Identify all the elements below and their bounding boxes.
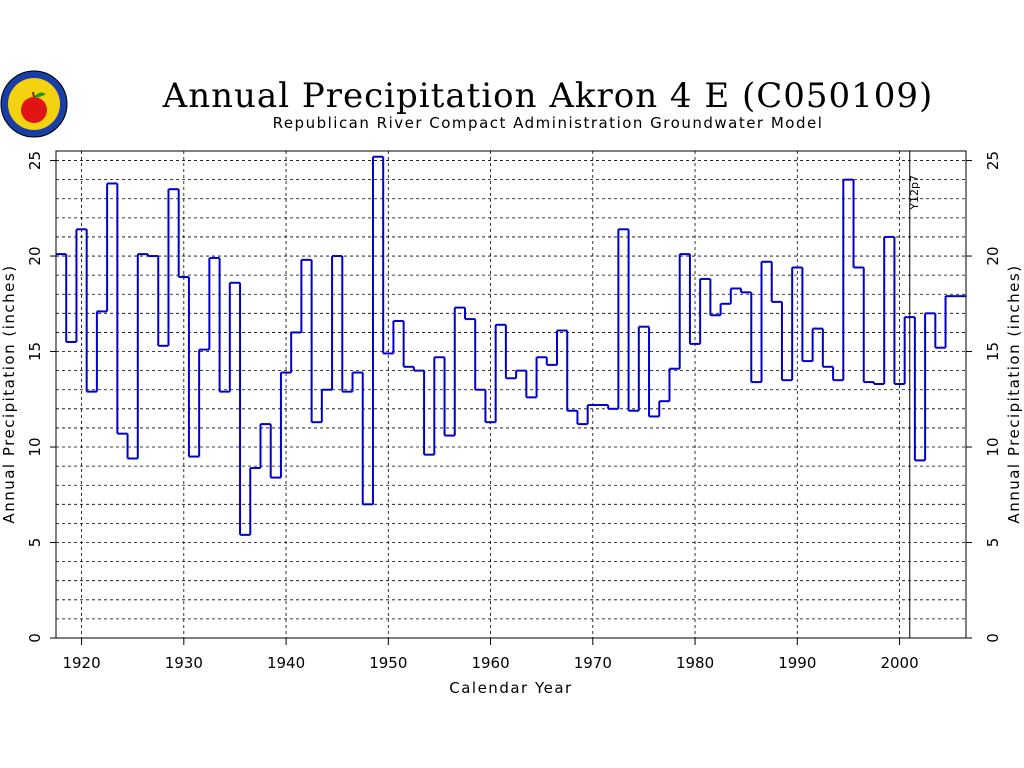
y-tick-label-left: 10 xyxy=(26,437,44,456)
x-tick-label: 1990 xyxy=(778,654,816,672)
y-tick-label-right: 5 xyxy=(984,538,1002,548)
y-axis-ticks-right: 0 5 10 15 20 25 xyxy=(966,151,1002,643)
y-axis-ticks-left: 0 5 10 15 20 25 xyxy=(26,151,56,643)
plot-frame xyxy=(55,150,967,639)
x-tick-label: 1920 xyxy=(62,654,100,672)
logo-seal xyxy=(0,70,68,138)
y-tick-label-right: 0 xyxy=(984,633,1002,643)
x-tick-label: 1980 xyxy=(676,654,714,672)
y-tick-label-left: 0 xyxy=(26,633,44,643)
y-tick-label-right: 15 xyxy=(984,342,1002,361)
y-tick-label-left: 5 xyxy=(26,538,44,548)
x-tick-label: 1940 xyxy=(267,654,305,672)
gridlines xyxy=(56,151,966,638)
y-tick-label-left: 25 xyxy=(26,151,44,170)
y-tick-label-left: 20 xyxy=(26,246,44,265)
x-axis-ticks: 1920 1930 1940 1950 1960 1970 1980 1990 2000 xyxy=(62,638,919,672)
y-axis-label-left: Annual Precipitation (inches) xyxy=(0,264,18,523)
y-tick-label-right: 10 xyxy=(984,437,1002,456)
chart-title: Annual Precipitation Akron 4 E (C050109) xyxy=(162,76,934,116)
x-tick-label: 1960 xyxy=(471,654,509,672)
x-axis-label: Calendar Year xyxy=(449,679,572,697)
y-axis-label-right: Annual Precipitation (inches) xyxy=(1005,264,1023,523)
y-tick-label-left: 15 xyxy=(26,342,44,361)
x-tick-label: 1930 xyxy=(165,654,203,672)
data-marks xyxy=(56,155,966,536)
x-tick-label: 1950 xyxy=(369,654,407,672)
x-tick-label: 1970 xyxy=(574,654,612,672)
y-tick-label-right: 25 xyxy=(984,151,1002,170)
y-tick-label-right: 20 xyxy=(984,246,1002,265)
x-tick-label: 2000 xyxy=(880,654,918,672)
annotation-label: Y12p7 xyxy=(908,175,921,211)
chart-subtitle: Republican River Compact Administration … xyxy=(273,114,824,132)
